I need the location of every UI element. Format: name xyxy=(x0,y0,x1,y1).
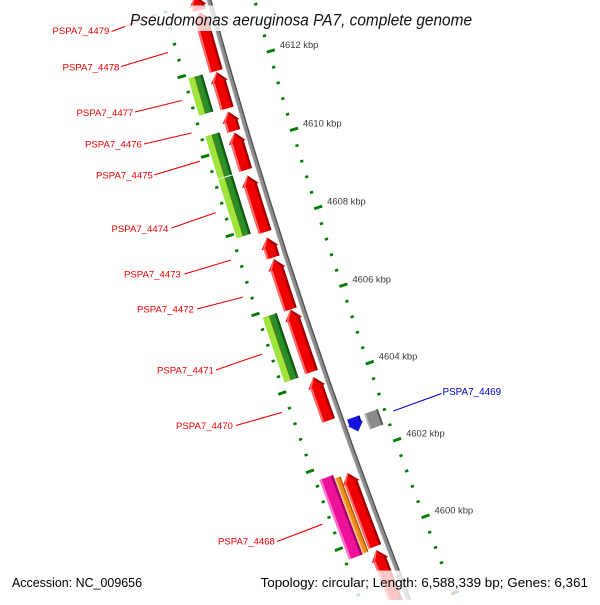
svg-text:4608 kbp: 4608 kbp xyxy=(327,196,366,207)
svg-text:PSPA7_4478: PSPA7_4478 xyxy=(63,62,120,73)
svg-text:PSPA7_4473: PSPA7_4473 xyxy=(124,269,181,280)
svg-text:Topology: circular; Length: 6,: Topology: circular; Length: 6,588,339 bp… xyxy=(261,575,589,590)
svg-text:PSPA7_4476: PSPA7_4476 xyxy=(85,140,142,151)
svg-text:PSPA7_4469: PSPA7_4469 xyxy=(443,387,502,398)
svg-text:4600 kbp: 4600 kbp xyxy=(435,504,474,515)
svg-text:PSPA7_4475: PSPA7_4475 xyxy=(96,171,153,182)
svg-text:4612 kbp: 4612 kbp xyxy=(280,39,319,50)
svg-text:PSPA7_4474: PSPA7_4474 xyxy=(112,224,170,235)
svg-text:PSPA7_4471: PSPA7_4471 xyxy=(157,365,214,376)
svg-text:4602 kbp: 4602 kbp xyxy=(406,428,445,439)
svg-text:Pseudomonas aeruginosa PA7, co: Pseudomonas aeruginosa PA7, complete gen… xyxy=(130,11,472,30)
svg-text:4610 kbp: 4610 kbp xyxy=(303,117,342,128)
svg-text:4606 kbp: 4606 kbp xyxy=(352,273,391,284)
svg-text:PSPA7_4479: PSPA7_4479 xyxy=(53,26,110,37)
svg-text:Accession: NC_009656: Accession: NC_009656 xyxy=(12,575,142,590)
svg-text:PSPA7_4477: PSPA7_4477 xyxy=(77,108,134,119)
svg-text:PSPA7_4472: PSPA7_4472 xyxy=(137,304,194,315)
svg-text:PSPA7_4468: PSPA7_4468 xyxy=(218,537,275,548)
svg-text:4604 kbp: 4604 kbp xyxy=(379,351,418,362)
svg-text:PSPA7_4470: PSPA7_4470 xyxy=(176,421,233,432)
